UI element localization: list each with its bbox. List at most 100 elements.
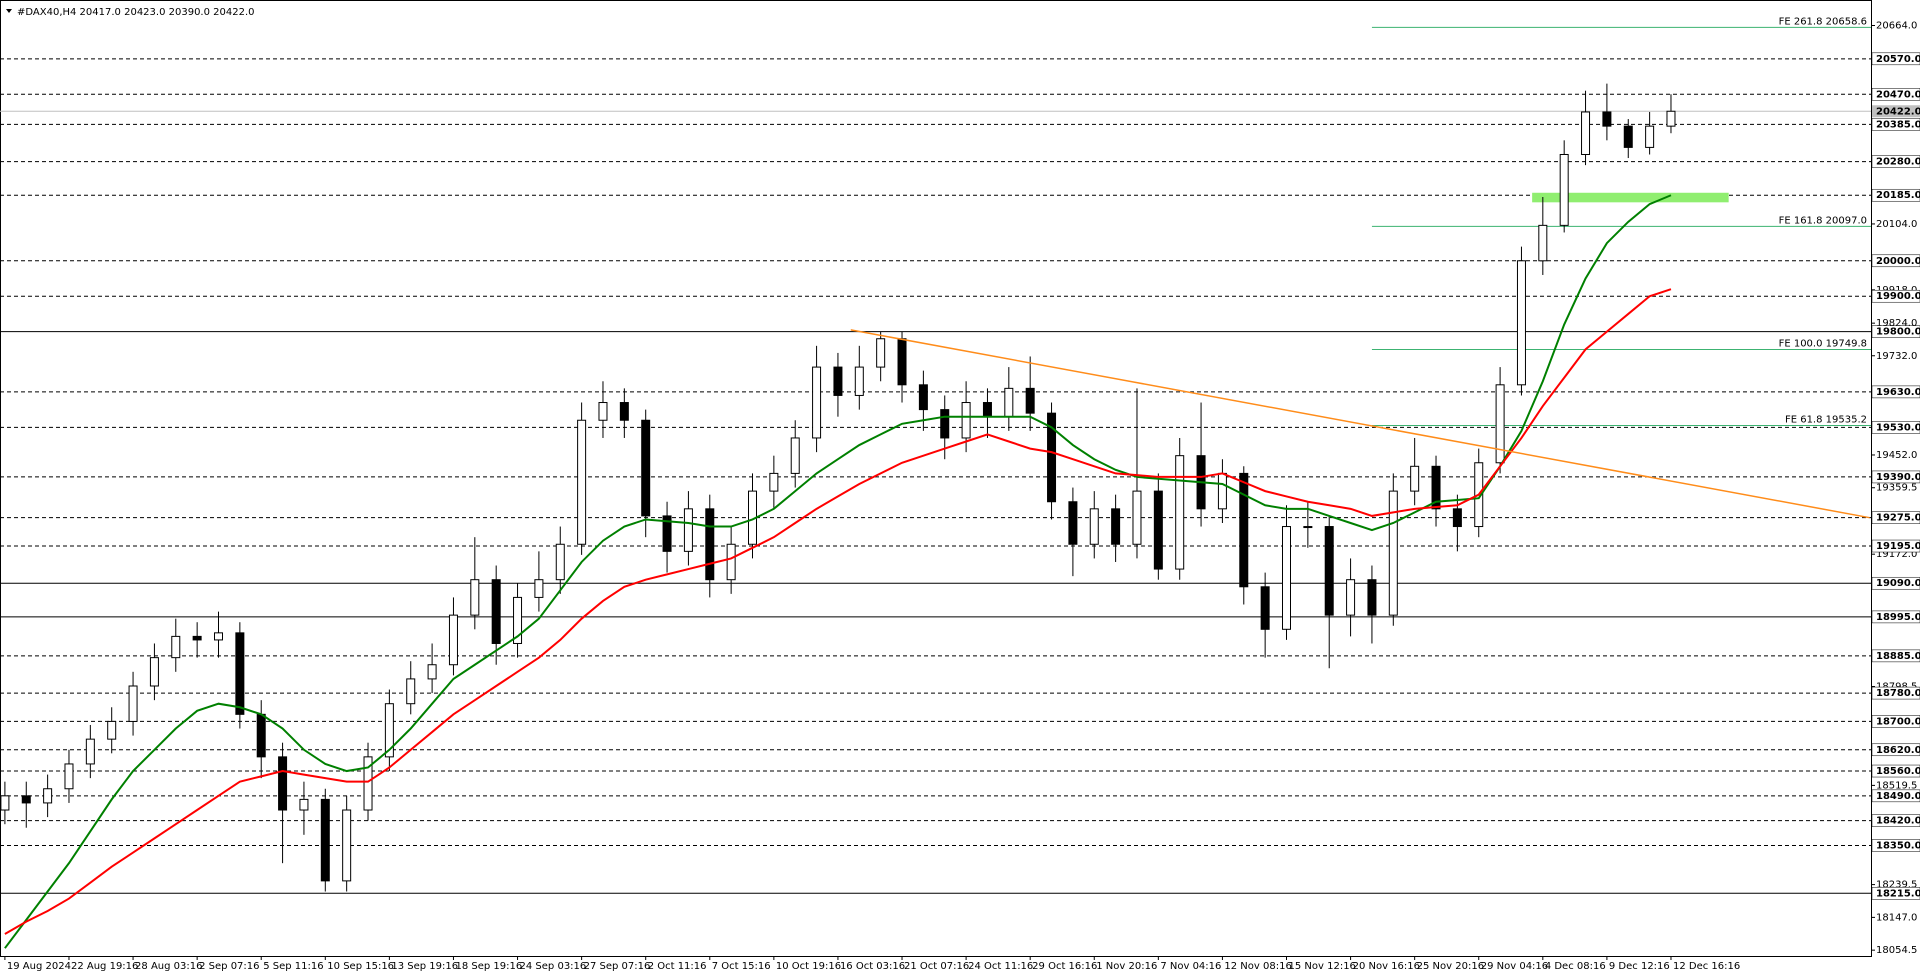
level-label-box: [1871, 686, 1920, 700]
candle-body: [1217, 472, 1227, 510]
candle-body: [876, 338, 886, 368]
candle-body: [961, 402, 971, 439]
y-tick-label: 20104.0: [1876, 219, 1917, 230]
candle-body: [1388, 490, 1398, 616]
candle-body: [320, 798, 330, 882]
candle-body: [833, 366, 843, 396]
level-label: 19195.0: [1876, 541, 1920, 552]
candle-body: [598, 402, 608, 421]
level-label-box: [1871, 188, 1920, 202]
candle-body: [619, 402, 629, 421]
level-label-box: [1871, 325, 1920, 338]
candle-body: [235, 632, 245, 715]
y-tick-label: 19452.0: [1876, 450, 1917, 461]
candle-body: [1303, 526, 1313, 529]
candle-body: [1452, 508, 1462, 528]
level-label: 18560.0: [1876, 766, 1920, 777]
level-label: 18780.0: [1876, 688, 1920, 699]
candle-body: [897, 338, 907, 386]
x-tick-label: 15 Nov 12:16: [1289, 961, 1356, 972]
candle-body: [513, 596, 523, 644]
level-label-box: [1871, 814, 1920, 827]
fib-label: FE 261.8 20658.6: [1779, 16, 1867, 27]
level-label: 19900.0: [1876, 291, 1920, 302]
candle-body: [491, 579, 501, 644]
level-label-box: [1871, 839, 1920, 852]
x-tick-label: 7 Oct 15:16: [712, 961, 771, 972]
y-tick-label: 18147.0: [1876, 912, 1917, 923]
candle-body: [683, 508, 693, 552]
candle-body: [256, 713, 266, 758]
candle-body: [1602, 111, 1612, 127]
x-tick-label: 10 Sep 15:16: [327, 961, 394, 972]
x-tick-label: 27 Sep 07:16: [584, 961, 651, 972]
current-price-box: [1872, 105, 1920, 118]
level-label: 19090.0: [1876, 578, 1920, 589]
candle-body: [448, 614, 458, 666]
level-label-box: [1871, 539, 1920, 553]
fib-label: FE 100.0 19749.8: [1779, 338, 1867, 349]
x-tick-label: 4 Dec 08:16: [1545, 961, 1606, 972]
x-tick-label: 10 Oct 19:16: [776, 961, 841, 972]
candle-body: [1666, 110, 1676, 127]
candle-body: [427, 664, 437, 680]
x-tick-label: 29 Oct 16:16: [1032, 961, 1097, 972]
level-label-box: [1871, 421, 1920, 434]
level-label: 18620.0: [1876, 745, 1920, 756]
candle-body: [278, 756, 288, 811]
level-label: 18490.0: [1876, 791, 1920, 802]
level-label-box: [1871, 887, 1920, 900]
candle-body: [1559, 153, 1569, 226]
y-tick-label: 19732.0: [1876, 351, 1917, 362]
x-tick-label: 13 Sep 19:16: [391, 961, 458, 972]
current-price-label: 20422.0: [1876, 106, 1920, 117]
level-label-box: [1871, 649, 1920, 663]
level-label: 20000.0: [1876, 256, 1920, 267]
level-label-box: [1871, 155, 1920, 168]
y-tick-label: 18519.5: [1876, 780, 1917, 791]
x-tick-label: 2 Oct 11:16: [648, 961, 707, 972]
menu-arrow[interactable]: [6, 9, 12, 13]
x-tick-label: 7 Nov 04:16: [1160, 961, 1221, 972]
x-tick-label: 21 Oct 07:16: [904, 961, 969, 972]
candle-body: [1516, 260, 1526, 386]
candle-body: [641, 419, 651, 517]
x-tick-label: 12 Dec 16:16: [1673, 961, 1740, 972]
x-tick-label: 19 Aug 2024: [7, 961, 71, 972]
candle-body: [1047, 412, 1057, 503]
x-tick-label: 1 Nov 20:16: [1096, 961, 1157, 972]
moving-average: [4, 288, 1672, 935]
candle-body: [940, 409, 950, 439]
candle-body: [1581, 111, 1591, 155]
candle-body: [1175, 455, 1185, 570]
x-tick-label: 24 Oct 11:16: [968, 961, 1033, 972]
level-label-box: [1871, 118, 1920, 131]
x-tick-label: 18 Sep 19:16: [455, 961, 522, 972]
level-label: 18350.0: [1876, 840, 1920, 851]
candle-body: [384, 703, 394, 758]
level-label-box: [1871, 470, 1920, 484]
level-label: 18995.0: [1876, 612, 1920, 623]
level-label-box: [1871, 576, 1920, 590]
candle-body: [1346, 579, 1356, 616]
level-label-box: [1871, 511, 1920, 524]
x-tick-label: 25 Nov 20:16: [1417, 961, 1484, 972]
candle-body: [854, 366, 864, 396]
candle-body: [982, 402, 992, 418]
candle-body: [1623, 125, 1633, 148]
candle-body: [214, 632, 223, 641]
y-tick-label: 20664.0: [1876, 21, 1917, 32]
candle-body: [577, 419, 587, 545]
fib-label: FE 161.8 20097.0: [1779, 215, 1867, 226]
x-tick-label: 12 Nov 08:16: [1224, 961, 1291, 972]
candle-body: [918, 384, 928, 411]
candle-body: [1089, 508, 1099, 545]
candle-body: [1068, 501, 1078, 545]
y-tick-label: 19359.5: [1876, 483, 1917, 494]
candle-body: [1410, 465, 1420, 492]
level-label: 19800.0: [1876, 327, 1920, 338]
x-tick-label: 22 Aug 19:16: [71, 961, 138, 972]
candle-body: [812, 366, 822, 439]
